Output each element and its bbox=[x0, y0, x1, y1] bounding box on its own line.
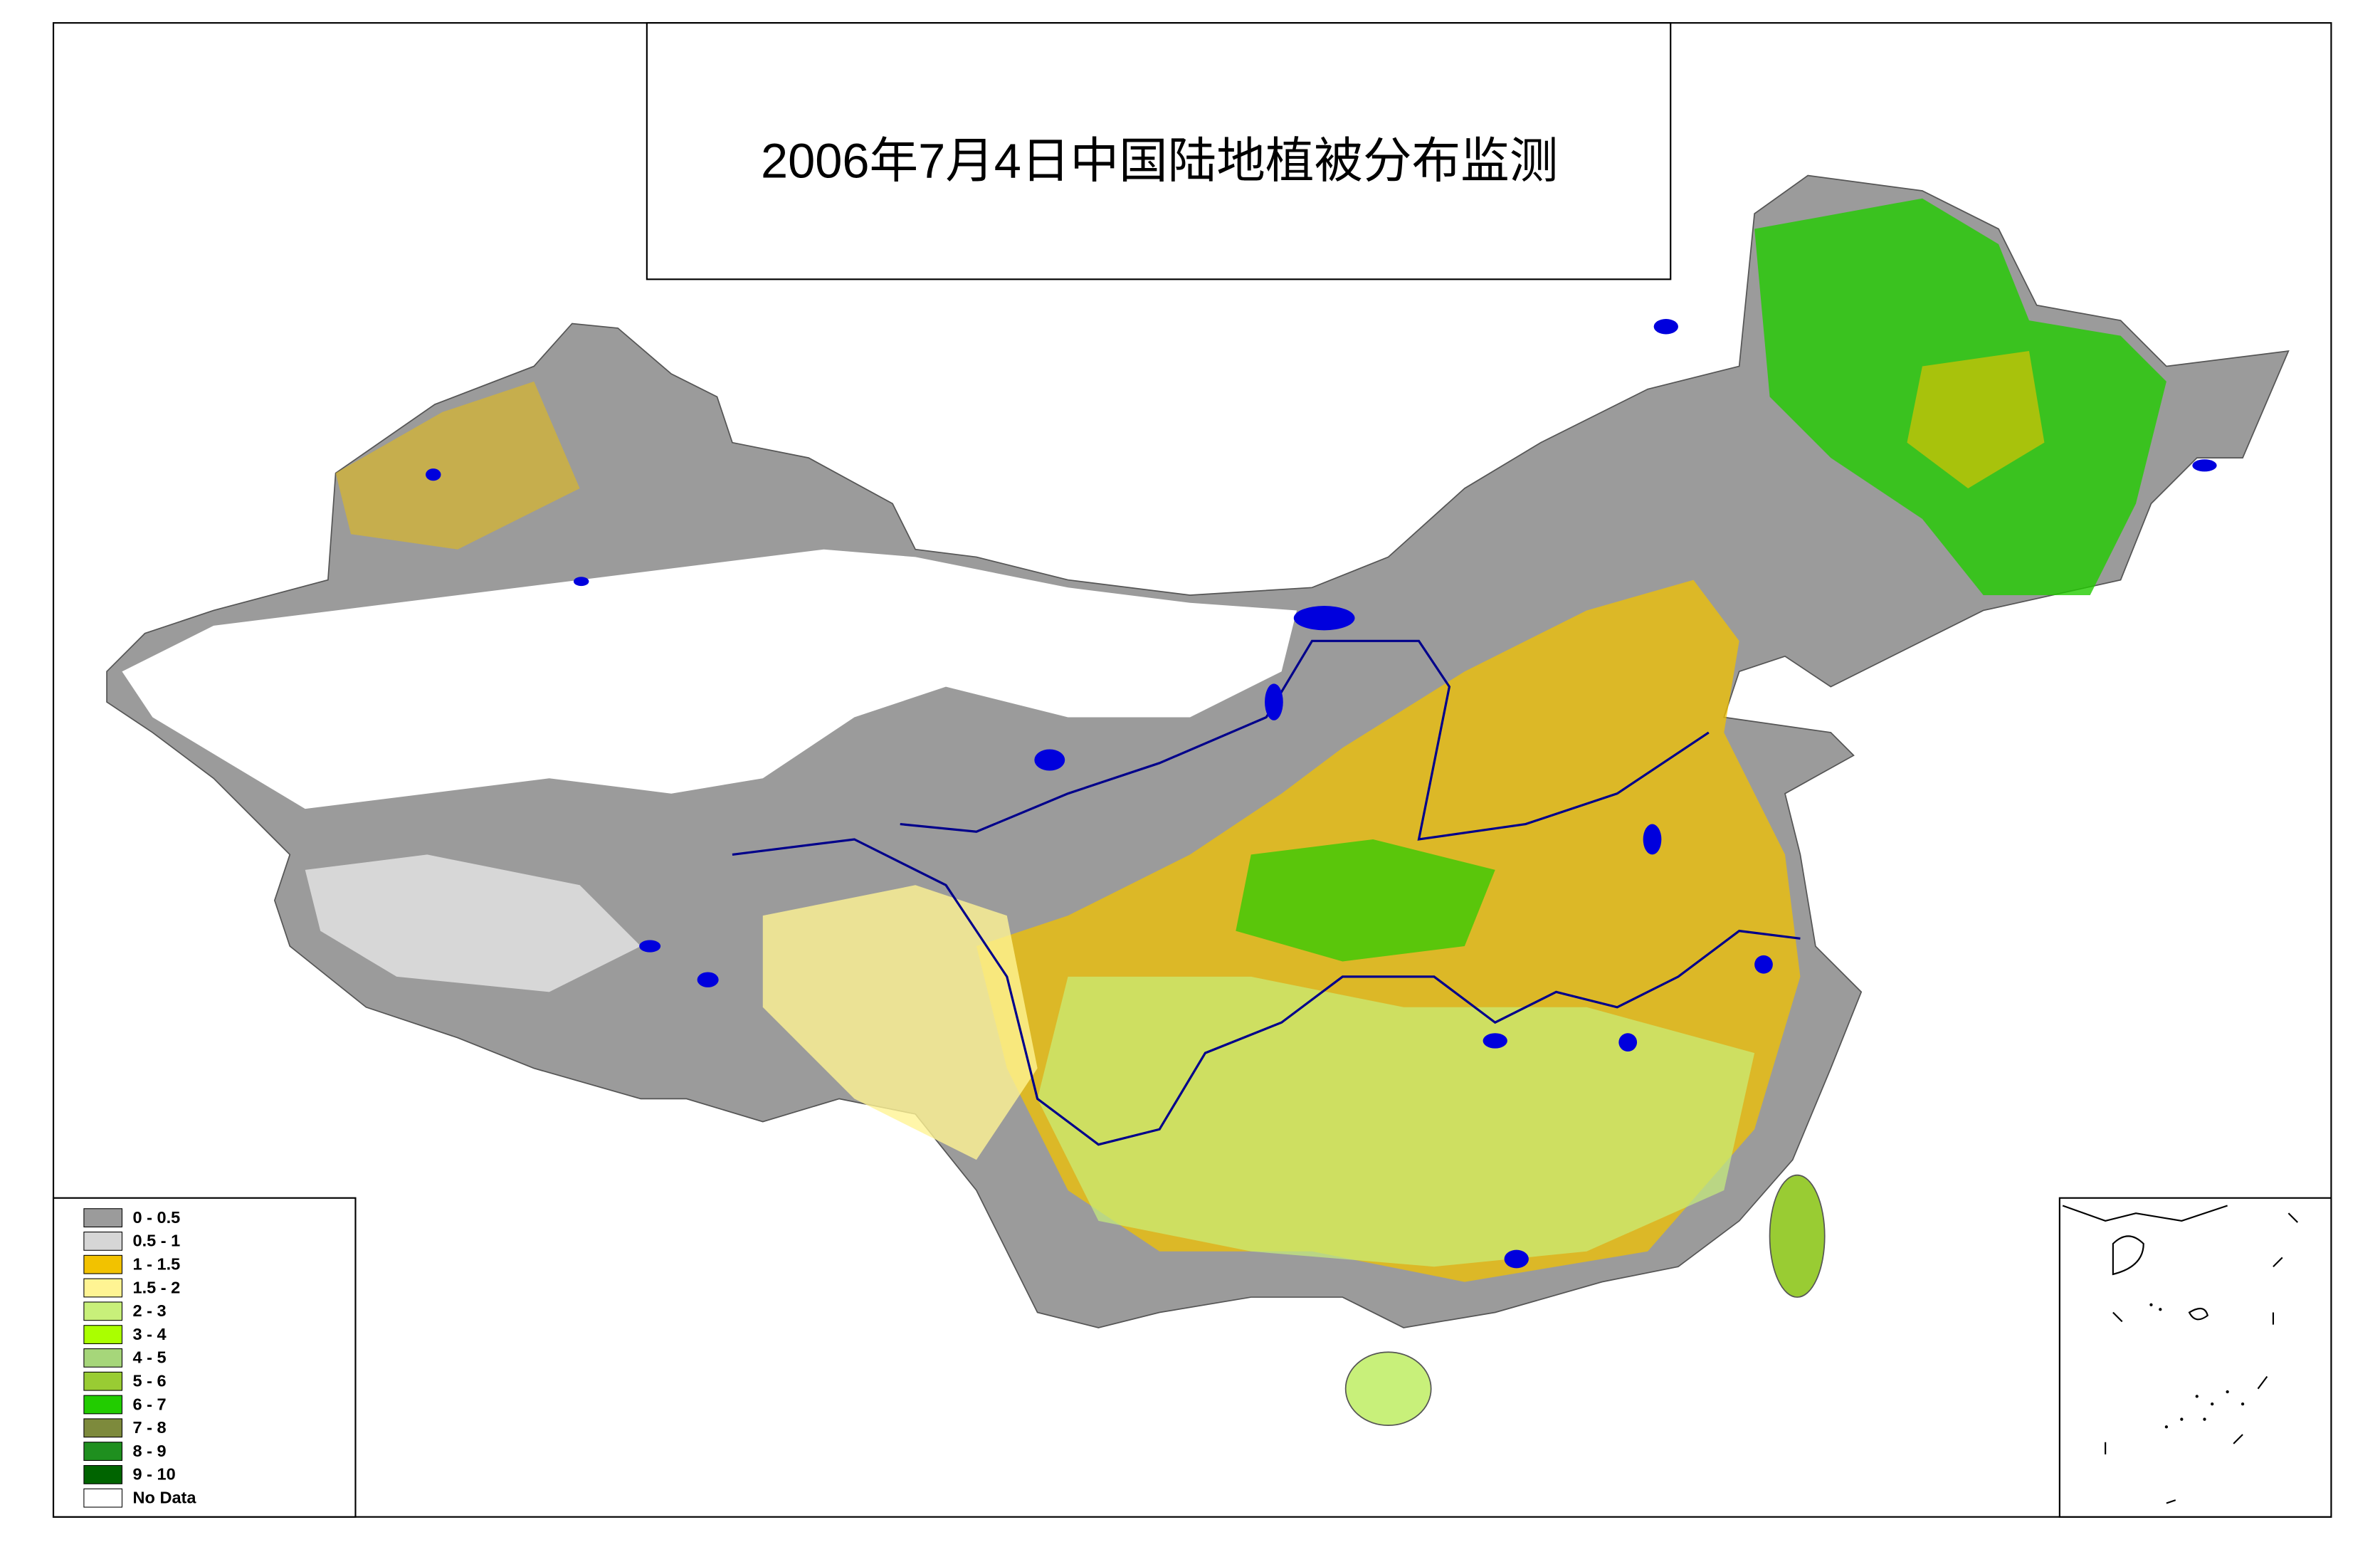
legend-swatch bbox=[83, 1488, 123, 1508]
no-data-region bbox=[122, 549, 1297, 809]
legend-swatch bbox=[83, 1442, 123, 1461]
taiwan bbox=[1769, 1174, 1826, 1298]
veg-sw bbox=[762, 885, 1038, 1160]
legend-swatch bbox=[83, 1464, 123, 1484]
lakes bbox=[426, 319, 2217, 1269]
title-box bbox=[646, 22, 1672, 280]
legend-swatch bbox=[83, 1208, 123, 1228]
china-map bbox=[106, 174, 2290, 1426]
legend-swatch bbox=[83, 1371, 123, 1391]
veg-xinjiang bbox=[335, 381, 580, 550]
legend-label: 0.5 - 1 bbox=[132, 1232, 180, 1250]
legend-swatch bbox=[83, 1348, 123, 1368]
legend-swatch bbox=[83, 1301, 123, 1321]
legend-label: 5 - 6 bbox=[132, 1371, 166, 1390]
legend-label: 1.5 - 2 bbox=[132, 1278, 180, 1296]
legend-swatch bbox=[83, 1325, 123, 1344]
hainan bbox=[1344, 1351, 1432, 1426]
legend-swatch bbox=[83, 1254, 123, 1274]
legend-label: 2 - 3 bbox=[132, 1301, 166, 1320]
legend-swatch bbox=[83, 1418, 123, 1438]
no-data-tibet bbox=[305, 854, 641, 992]
legend-label: 0 - 0.5 bbox=[132, 1208, 180, 1227]
legend-label: 9 - 10 bbox=[132, 1465, 175, 1484]
legend-swatch bbox=[83, 1395, 123, 1415]
yellow-river bbox=[900, 639, 1710, 841]
south-china-sea-inset bbox=[2058, 1197, 2332, 1518]
legend-label: 7 - 8 bbox=[132, 1418, 166, 1437]
yangtze-river bbox=[732, 838, 1801, 1146]
legend-swatch bbox=[83, 1232, 123, 1251]
legend-swatch bbox=[83, 1278, 123, 1298]
map-title: 2006年7月4日中国陆地植被分布监测 bbox=[761, 134, 1558, 189]
veg-central bbox=[1236, 839, 1495, 962]
legend-label: 3 - 4 bbox=[132, 1325, 166, 1343]
veg-ne-yellow bbox=[1907, 351, 2045, 488]
legend-label: No Data bbox=[132, 1488, 196, 1506]
legend-label: 8 - 9 bbox=[132, 1442, 166, 1460]
legend-label: 1 - 1.5 bbox=[132, 1254, 180, 1273]
legend-label: 4 - 5 bbox=[132, 1348, 166, 1367]
legend-label: 6 - 7 bbox=[132, 1395, 166, 1413]
legend: 0 - 0.5 0.5 - 1 1 - 1.5 1.5 - 2 2 - 3 3 - 4 4 … bbox=[83, 1208, 196, 1508]
